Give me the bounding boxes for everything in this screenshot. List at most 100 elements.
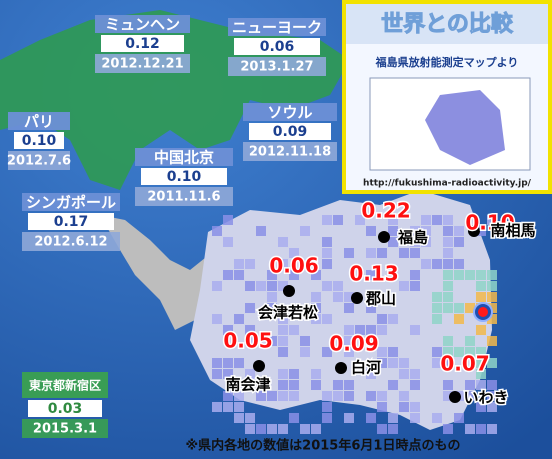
grid-cell xyxy=(443,424,453,434)
grid-cell xyxy=(454,237,464,247)
grid-cell xyxy=(399,369,409,379)
note: ※県内各地の数値は2015年6月1日時点のもの xyxy=(186,438,461,454)
grid-cell xyxy=(311,292,321,302)
city-value: 0.12 xyxy=(125,36,160,52)
grid-cell xyxy=(245,424,255,434)
grid-cell xyxy=(322,215,332,225)
grid-cell xyxy=(322,237,332,247)
grid-cell xyxy=(234,358,244,368)
point-name: 南会津 xyxy=(225,376,270,394)
grid-cell xyxy=(377,391,387,401)
grid-cell xyxy=(278,380,288,390)
grid-cell xyxy=(267,292,277,302)
grid-cell xyxy=(443,248,453,258)
grid-cell xyxy=(399,358,409,368)
point-name: 南相馬 xyxy=(490,222,535,240)
grid-cell xyxy=(311,380,321,390)
city-name: 中国北京 xyxy=(154,149,214,167)
grid-cell xyxy=(399,281,409,291)
grid-cell xyxy=(388,358,398,368)
city-date: 2015.3.1 xyxy=(33,422,97,437)
grid-cell xyxy=(300,347,310,357)
city-box: 中国北京 0.10 2011.11.6 xyxy=(135,148,233,206)
city-value: 0.10 xyxy=(167,169,202,185)
grid-cell xyxy=(333,281,343,291)
grid-cell xyxy=(245,281,255,291)
grid-cell xyxy=(289,380,299,390)
grid-cell xyxy=(278,424,288,434)
grid-cell xyxy=(212,369,222,379)
grid-cell xyxy=(245,413,255,423)
grid-cell xyxy=(278,237,288,247)
grid-cell xyxy=(443,226,453,236)
grid-cell xyxy=(256,226,266,236)
point-value: 0.09 xyxy=(329,332,378,356)
grid-cell xyxy=(487,424,497,434)
grid-cell xyxy=(234,314,244,324)
grid-cell xyxy=(388,380,398,390)
grid-cell xyxy=(278,347,288,357)
grid-cell xyxy=(311,369,321,379)
point-name: 会津若松 xyxy=(258,304,318,322)
grid-cell xyxy=(476,292,486,302)
grid-cell xyxy=(388,226,398,236)
grid-cell xyxy=(267,281,277,291)
grid-cell xyxy=(245,303,255,313)
grid-cell xyxy=(322,391,332,401)
grid-cell xyxy=(432,259,442,269)
grid-cell xyxy=(278,369,288,379)
grid-cell xyxy=(366,391,376,401)
grid-cell xyxy=(344,391,354,401)
grid-cell xyxy=(476,424,486,434)
grid-cell xyxy=(388,347,398,357)
grid-cell xyxy=(465,336,475,346)
grid-cell xyxy=(377,424,387,434)
grid-cell xyxy=(366,413,376,423)
city-name: シンガポール xyxy=(26,194,116,212)
grid-cell xyxy=(443,259,453,269)
grid-cell xyxy=(443,237,453,247)
inset-title: 世界との比較 xyxy=(381,11,514,37)
city-date: 2011.11.6 xyxy=(147,190,220,205)
grid-cell xyxy=(443,336,453,346)
grid-cell xyxy=(300,336,310,346)
grid-cell xyxy=(223,237,233,247)
grid-cell xyxy=(421,259,431,269)
grid-cell xyxy=(454,270,464,280)
grid-cell xyxy=(476,325,486,335)
grid-cell xyxy=(410,325,420,335)
grid-cell xyxy=(454,303,464,313)
point-value: 0.13 xyxy=(349,262,398,286)
city-name: ソウル xyxy=(267,104,312,122)
grid-cell xyxy=(454,259,464,269)
inset-subtitle: 福島県放射能測定マップより xyxy=(375,55,519,69)
grid-cell xyxy=(333,215,343,225)
point-name: 郡山 xyxy=(365,290,396,308)
city-value: 0.06 xyxy=(260,39,295,55)
grid-cell xyxy=(377,248,387,258)
grid-cell xyxy=(344,248,354,258)
grid-cell xyxy=(487,336,497,346)
grid-cell xyxy=(465,424,475,434)
grid-cell xyxy=(432,303,442,313)
grid-cell xyxy=(234,402,244,412)
grid-cell xyxy=(234,270,244,280)
grid-cell xyxy=(465,270,475,280)
grid-cell xyxy=(388,314,398,324)
point-value: 0.06 xyxy=(269,254,318,278)
grid-cell xyxy=(487,270,497,280)
grid-cell xyxy=(333,380,343,390)
point-name: 白河 xyxy=(351,359,381,377)
grid-cell xyxy=(410,281,420,291)
grid-cell xyxy=(344,380,354,390)
city-value: 0.09 xyxy=(273,124,308,140)
grid-cell xyxy=(322,402,332,412)
city-name: 東京都新宿区 xyxy=(29,378,101,393)
grid-cell xyxy=(289,369,299,379)
point-value: 0.22 xyxy=(361,199,410,223)
grid-cell xyxy=(333,391,343,401)
grid-cell xyxy=(410,248,420,258)
grid-cell xyxy=(476,270,486,280)
point-name: いわき xyxy=(463,389,508,407)
